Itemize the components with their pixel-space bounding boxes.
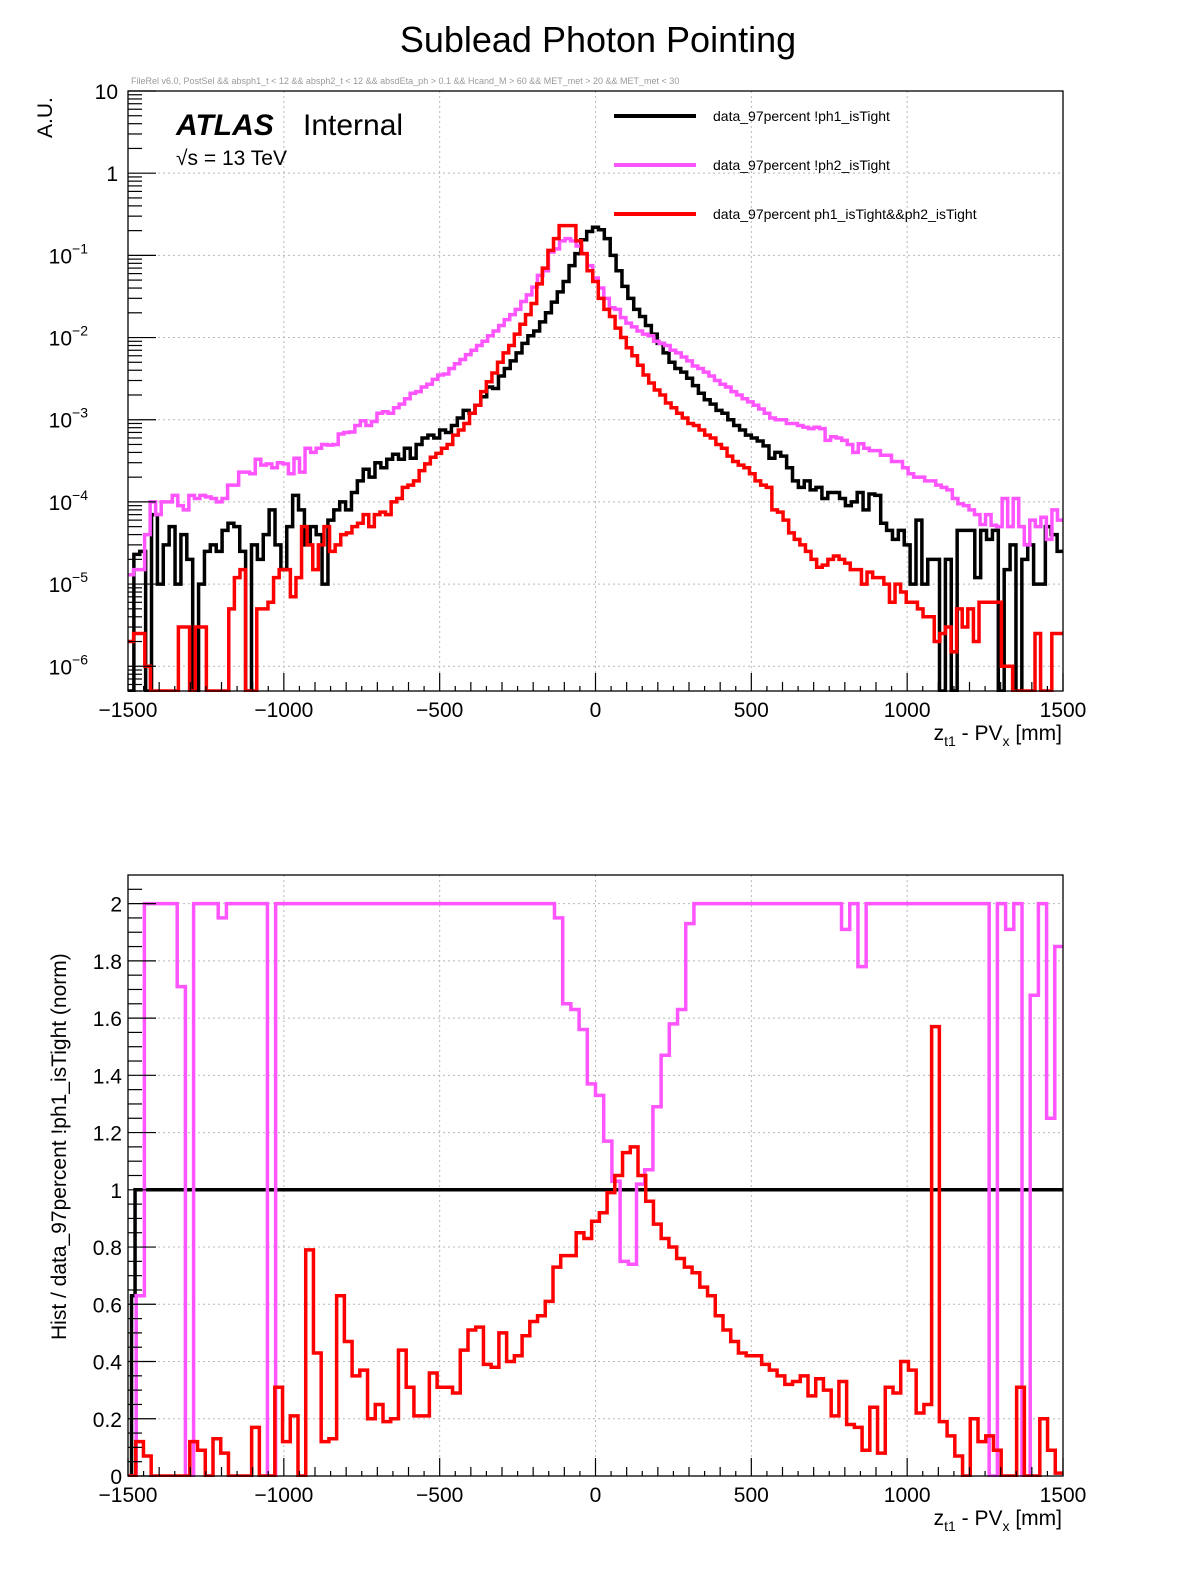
bottom-ticks: −1500 −1000 −500 0 500 1000 1500 0 0.2 0.4 0.6 0.8 1… [93,888,1087,1507]
x-tick-label: 1500 [1040,1484,1087,1507]
y-tick-label: 0.8 [93,1237,122,1260]
top-panel: −1500 −1000 −500 0 500 1000 1500 10 1 10−1 10−2 10−… [34,81,1086,749]
legend: data_97percent !ph1_isTight data_97perce… [614,108,977,222]
y-tick-label: 1 [106,163,118,186]
y-tick-label: 10−1 [49,240,89,268]
y-tick-label: 10−4 [49,487,89,515]
x-tick-label: 500 [734,699,769,722]
energy-label: √s = 13 TeV [176,147,287,170]
y-tick-label: 10−6 [49,651,89,679]
top-ylabel: A.U. [34,97,57,138]
legend-label-magenta: data_97percent !ph2_isTight [713,157,890,173]
x-tick-label: 1500 [1040,699,1087,722]
atlas-label: ATLAS [175,109,274,142]
bottom-ylabel: Hist / data_97percent !ph1_isTight (norm… [48,953,71,1340]
y-tick-label: 10−3 [49,405,89,433]
y-tick-label: 10−5 [49,569,89,597]
top-grid [128,91,1063,691]
x-tick-label: −1500 [99,1484,158,1507]
x-tick-label: 1000 [884,699,931,722]
series-line-1 [128,236,1063,577]
x-tick-label: 0 [590,1484,602,1507]
x-tick-label: −1000 [254,699,313,722]
series-line-0 [128,1188,1063,1477]
legend-label-black: data_97percent !ph1_isTight [713,108,890,124]
y-tick-label: 1.6 [93,1008,122,1031]
selection-text: FileRel v6.0, PostSel && absph1_t < 12 &… [131,76,679,86]
y-tick-label: 0.2 [93,1409,122,1432]
x-tick-label: 500 [734,1484,769,1507]
y-tick-label: 0.6 [93,1294,122,1317]
y-tick-label: 1.4 [93,1065,123,1088]
top-ticks: −1500 −1000 −500 0 500 1000 1500 10 1 10−1 10−2 10−… [49,81,1087,722]
plot-title: Sublead Photon Pointing [400,19,796,60]
y-tick-label: 2 [110,894,122,917]
top-series [128,223,1063,692]
x-tick-label: −1500 [99,699,158,722]
top-xlabel: zt1 - PVx [mm] [934,722,1062,749]
bottom-panel: −1500 −1000 −500 0 500 1000 1500 0 0.2 0.4 0.6 0.8 1… [48,874,1087,1534]
y-tick-label: 10 [95,81,118,104]
y-tick-label: 0 [110,1466,122,1489]
bottom-xlabel: zt1 - PVx [mm] [934,1507,1062,1534]
x-tick-label: −500 [416,1484,463,1507]
y-tick-label: 10−2 [49,323,89,351]
y-tick-label: 1.2 [93,1123,122,1146]
legend-label-red: data_97percent ph1_isTight&&ph2_isTight [713,206,977,222]
x-tick-label: −500 [416,699,463,722]
y-tick-label: 1 [110,1180,122,1203]
internal-label: Internal [303,109,403,142]
y-tick-label: 1.8 [93,951,122,974]
y-tick-label: 0.4 [93,1352,123,1375]
series-line-2 [128,223,1063,692]
x-tick-label: −1000 [254,1484,313,1507]
x-tick-label: 1000 [884,1484,931,1507]
x-tick-label: 0 [590,699,602,722]
